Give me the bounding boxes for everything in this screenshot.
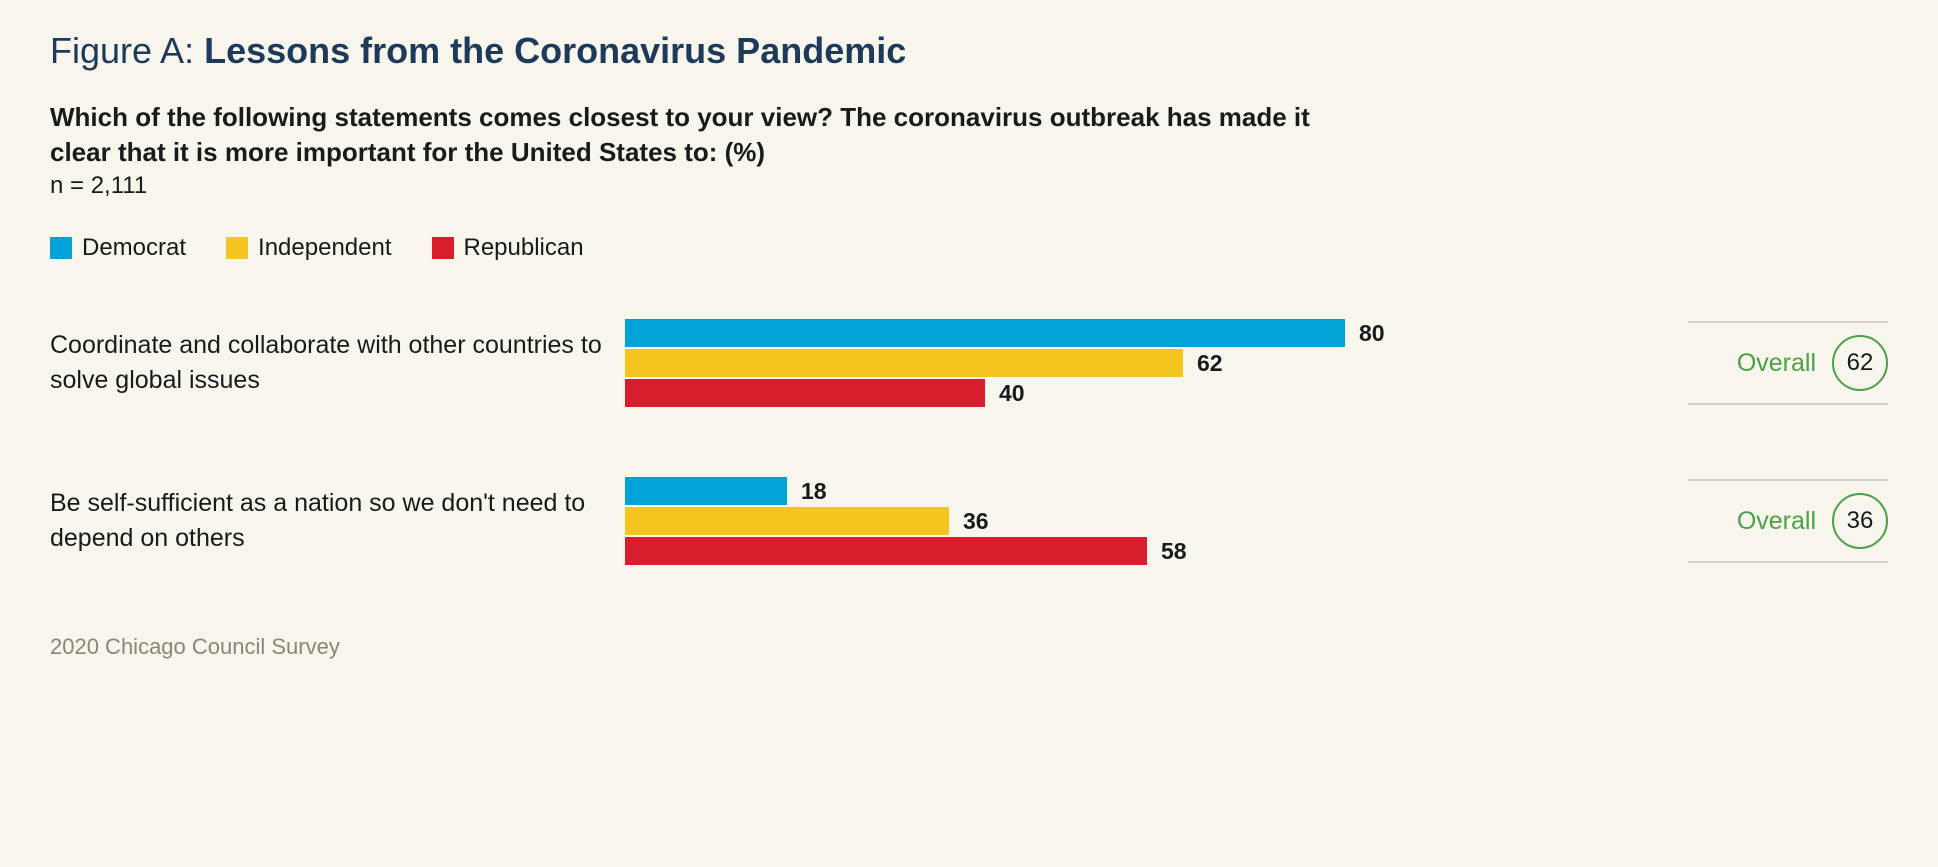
overall-rule-top <box>1688 321 1888 323</box>
overall-label: Overall <box>1737 349 1816 378</box>
legend-label-republican: Republican <box>464 234 584 262</box>
overall-value-circle: 62 <box>1832 335 1888 391</box>
overall-rule-bottom <box>1688 561 1888 563</box>
chart-row: Coordinate and collaborate with other co… <box>50 318 1888 408</box>
overall-rule-wrap: Overall 36 <box>1688 479 1888 563</box>
bar-democrat <box>625 477 787 505</box>
legend-swatch-democrat <box>50 237 72 259</box>
bar-value-democrat: 18 <box>801 478 827 505</box>
legend: Democrat Independent Republican <box>50 234 1888 262</box>
bar-wrap-republican: 58 <box>625 536 1525 566</box>
overall-rule-wrap: Overall 62 <box>1688 321 1888 405</box>
overall-inner: Overall 36 <box>1737 485 1888 557</box>
overall-label: Overall <box>1737 507 1816 536</box>
chart-row: Be self-sufficient as a nation so we don… <box>50 476 1888 566</box>
overall-area: Overall 62 <box>1525 321 1888 405</box>
source-attribution: 2020 Chicago Council Survey <box>50 634 1888 660</box>
overall-rule-bottom <box>1688 403 1888 405</box>
legend-item-republican: Republican <box>432 234 584 262</box>
bar-value-democrat: 80 <box>1359 320 1385 347</box>
chart-rows: Coordinate and collaborate with other co… <box>50 318 1888 566</box>
figure-title-main: Lessons from the Coronavirus Pandemic <box>204 30 906 71</box>
bar-value-independent: 36 <box>963 508 989 535</box>
overall-value-circle: 36 <box>1832 493 1888 549</box>
survey-question: Which of the following statements comes … <box>50 100 1350 170</box>
bar-wrap-democrat: 18 <box>625 476 1525 506</box>
legend-swatch-republican <box>432 237 454 259</box>
bar-value-republican: 40 <box>999 380 1025 407</box>
bar-wrap-independent: 36 <box>625 506 1525 536</box>
bar-value-republican: 58 <box>1161 538 1187 565</box>
sample-size: n = 2,111 <box>50 172 1888 200</box>
bar-democrat <box>625 319 1345 347</box>
bar-republican <box>625 537 1147 565</box>
bars-area: 80 62 40 <box>625 318 1525 408</box>
bar-wrap-independent: 62 <box>625 348 1525 378</box>
row-label: Coordinate and collaborate with other co… <box>50 328 625 398</box>
legend-item-democrat: Democrat <box>50 234 186 262</box>
bar-wrap-republican: 40 <box>625 378 1525 408</box>
bar-independent <box>625 349 1183 377</box>
legend-label-democrat: Democrat <box>82 234 186 262</box>
bar-republican <box>625 379 985 407</box>
legend-label-independent: Independent <box>258 234 391 262</box>
legend-item-independent: Independent <box>226 234 391 262</box>
bar-independent <box>625 507 949 535</box>
overall-rule-top <box>1688 479 1888 481</box>
legend-swatch-independent <box>226 237 248 259</box>
bar-value-independent: 62 <box>1197 350 1223 377</box>
figure-title-prefix: Figure A: <box>50 30 204 71</box>
row-label: Be self-sufficient as a nation so we don… <box>50 486 625 556</box>
figure-title: Figure A: Lessons from the Coronavirus P… <box>50 30 1888 72</box>
bars-area: 18 36 58 <box>625 476 1525 566</box>
bar-wrap-democrat: 80 <box>625 318 1525 348</box>
overall-area: Overall 36 <box>1525 479 1888 563</box>
overall-inner: Overall 62 <box>1737 327 1888 399</box>
